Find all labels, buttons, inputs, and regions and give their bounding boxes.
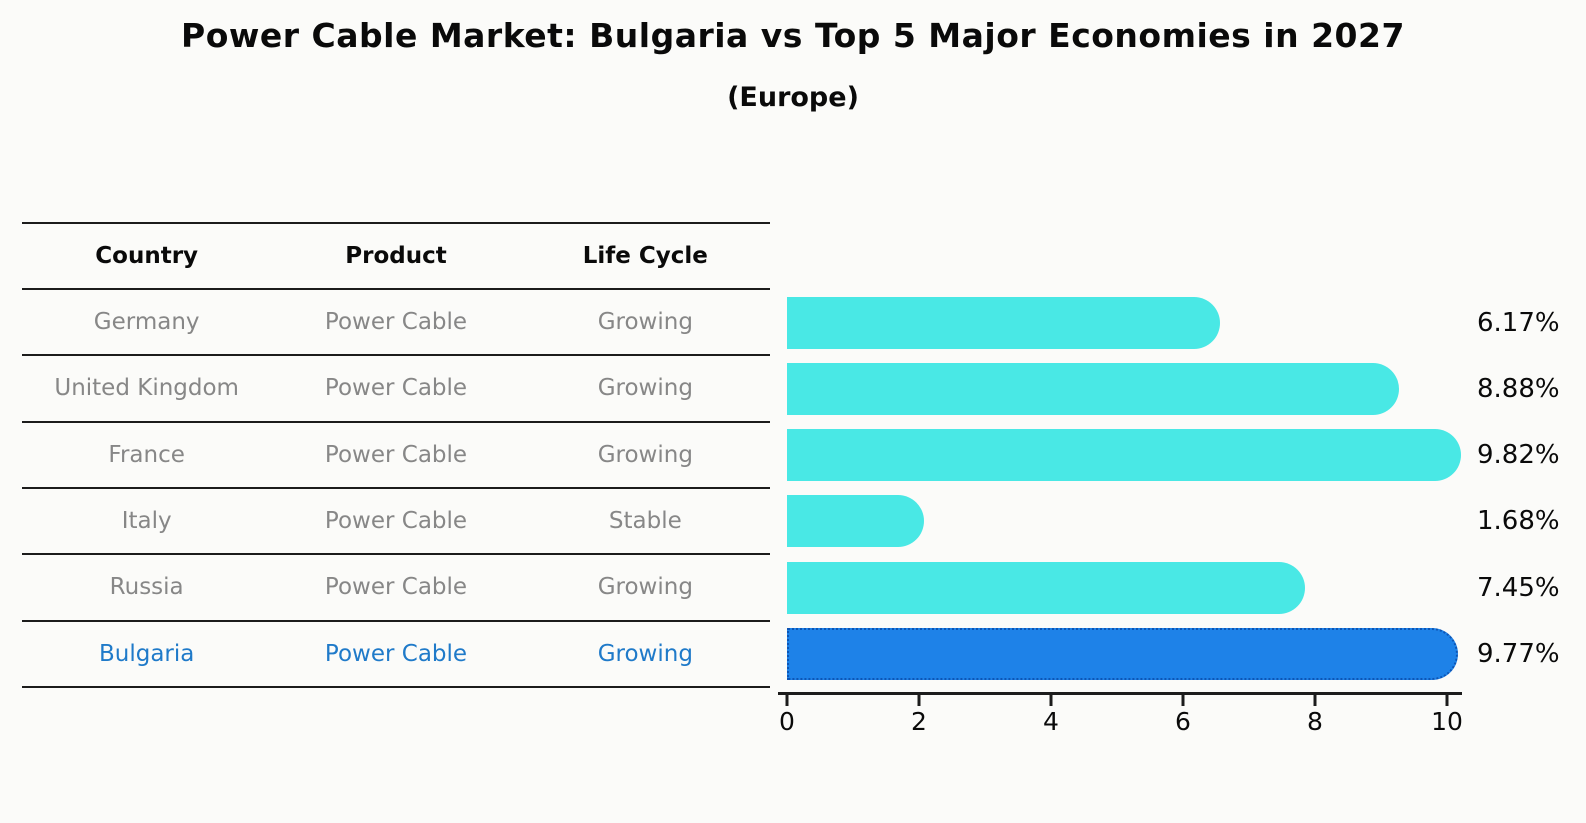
- header-cell-life-cycle: Life Cycle: [582, 243, 708, 269]
- table-row-russia: Russia Power Cable Growing: [22, 555, 770, 622]
- table-row-united-kingdom: United Kingdom Power Cable Growing: [22, 356, 770, 423]
- table-row-bulgaria: Bulgaria Power Cable Growing: [22, 622, 770, 688]
- bar-germany: [787, 296, 1220, 349]
- cell-product: Power Cable: [324, 309, 468, 336]
- cell-country: Germany: [93, 309, 200, 336]
- cell-country: United Kingdom: [54, 375, 239, 402]
- cell-life-cycle: Growing: [597, 441, 693, 468]
- table-row-france: France Power Cable Growing: [22, 423, 770, 489]
- country-table: Country Product Life Cycle Germany Power…: [22, 222, 770, 688]
- cell-product: Power Cable: [324, 508, 468, 535]
- x-axis-tick-label: 2: [911, 707, 927, 736]
- x-axis-tick-label: 0: [779, 707, 795, 736]
- cell-country: Bulgaria: [98, 640, 195, 667]
- x-axis-tick-label: 10: [1431, 707, 1463, 736]
- cell-product: Power Cable: [324, 640, 468, 667]
- cell-product: Power Cable: [324, 574, 468, 601]
- value-label-russia: 7.45%: [1477, 572, 1560, 603]
- table-row-germany: Germany Power Cable Growing: [22, 290, 770, 357]
- value-label-france: 9.82%: [1477, 440, 1560, 471]
- table-row-italy: Italy Power Cable Stable: [22, 489, 770, 556]
- x-axis-tick: [1181, 695, 1185, 706]
- bar-italy: [787, 495, 924, 548]
- chart-subtitle: (Europe): [727, 82, 859, 113]
- cell-life-cycle: Growing: [597, 375, 693, 402]
- x-axis-tick: [1049, 695, 1053, 706]
- chart-title: Power Cable Market: Bulgaria vs Top 5 Ma…: [181, 16, 1405, 55]
- bar-france: [787, 429, 1461, 482]
- value-label-bulgaria: 9.77%: [1477, 639, 1560, 670]
- value-label-united-kingdom: 8.88%: [1477, 373, 1560, 404]
- cell-life-cycle: Growing: [597, 309, 693, 336]
- cell-country: Russia: [109, 574, 184, 601]
- value-label-italy: 1.68%: [1477, 506, 1560, 537]
- cell-product: Power Cable: [324, 375, 468, 402]
- x-axis-tick: [785, 695, 789, 706]
- cell-life-cycle: Growing: [597, 574, 693, 601]
- bar-bulgaria: [787, 628, 1458, 681]
- cell-country: Italy: [121, 508, 172, 535]
- x-axis-line: [778, 692, 1462, 695]
- value-label-germany: 6.17%: [1477, 307, 1560, 338]
- cell-product: Power Cable: [324, 441, 468, 468]
- cell-life-cycle: Growing: [597, 640, 693, 667]
- x-axis-tick-label: 8: [1307, 707, 1323, 736]
- header-cell-country: Country: [95, 243, 199, 269]
- cell-country: France: [108, 441, 185, 468]
- x-axis-tick-label: 4: [1043, 707, 1059, 736]
- x-axis-tick: [1445, 695, 1449, 706]
- bar-united-kingdom: [787, 362, 1399, 415]
- x-axis-tick: [1313, 695, 1317, 706]
- table-header-row: Country Product Life Cycle: [22, 222, 770, 290]
- x-axis-tick: [917, 695, 921, 706]
- x-axis-tick-label: 6: [1175, 707, 1191, 736]
- bar-russia: [787, 561, 1305, 614]
- header-cell-product: Product: [345, 243, 447, 269]
- cell-life-cycle: Stable: [608, 508, 682, 535]
